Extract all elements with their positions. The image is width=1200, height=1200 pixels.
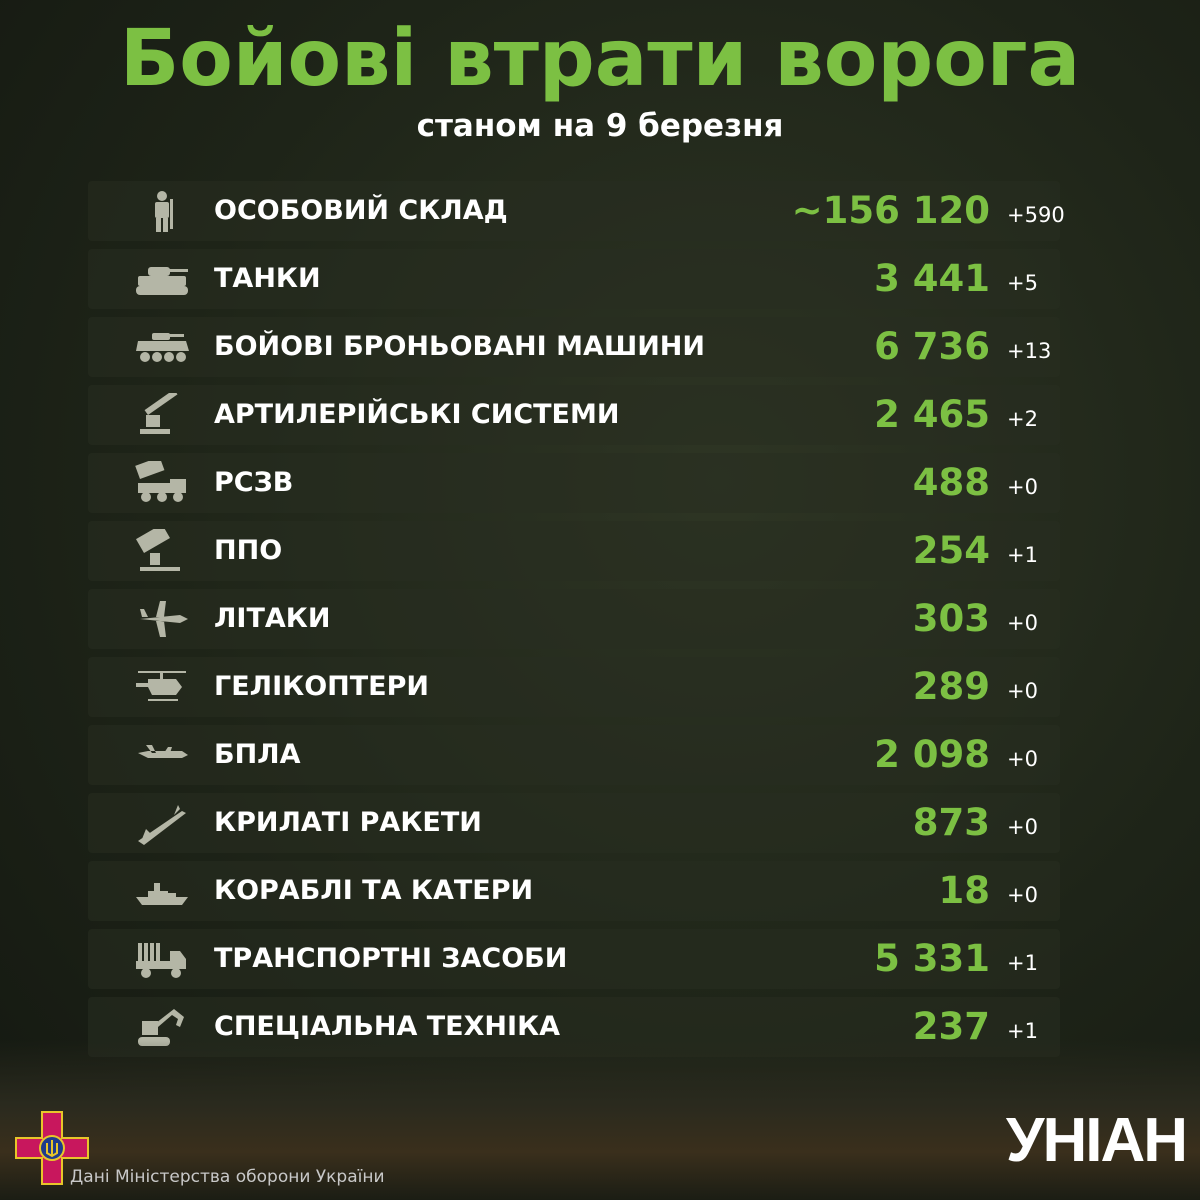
row-value: 254	[912, 529, 990, 572]
truck-icon	[134, 937, 190, 981]
row-value: 3 441	[874, 257, 990, 300]
losses-list: ОСОБОВИЙ СКЛАД ~156 120 +590 ТАНКИ 3 441 +5 БО…	[88, 181, 1065, 1065]
artillery-icon	[134, 389, 190, 437]
drone-icon	[134, 733, 190, 777]
loss-row: КОРАБЛІ ТА КАТЕРИ 18 +0	[88, 861, 1060, 921]
row-value: 2 465	[874, 393, 990, 436]
loss-row: КРИЛАТІ РАКЕТИ 873 +0	[88, 793, 1060, 853]
row-value: 289	[912, 665, 990, 708]
armored-vehicle-icon	[134, 325, 190, 369]
row-label: СПЕЦІАЛЬНА ТЕХНІКА	[214, 1011, 561, 1042]
mlrs-icon	[134, 456, 190, 505]
row-delta: +590	[1007, 203, 1065, 227]
source-note: Дані Міністерства оборони України	[70, 1167, 385, 1187]
loss-row: ТАНКИ 3 441 +5	[88, 249, 1060, 309]
row-value: 2 098	[874, 733, 990, 776]
row-label: БПЛА	[214, 739, 301, 770]
helicopter-icon	[134, 665, 190, 709]
row-label: ГЕЛІКОПТЕРИ	[214, 671, 429, 702]
soldier-icon	[134, 189, 190, 233]
ship-icon	[134, 869, 190, 913]
row-delta: +0	[1007, 747, 1038, 771]
row-value: 873	[912, 801, 990, 844]
row-delta: +1	[1007, 951, 1038, 975]
row-delta: +2	[1007, 407, 1038, 431]
unian-logo: УНІАН	[1005, 1106, 1188, 1175]
background-photo	[0, 1040, 1200, 1200]
row-label: КОРАБЛІ ТА КАТЕРИ	[214, 875, 534, 906]
row-label: ОСОБОВИЙ СКЛАД	[214, 195, 508, 226]
row-value: 5 331	[874, 937, 990, 980]
page-title: Бойові втрати ворога	[119, 14, 1081, 104]
row-value: 488	[912, 461, 990, 504]
row-delta: +0	[1007, 815, 1038, 839]
row-label: ТАНКИ	[214, 263, 321, 294]
row-delta: +0	[1007, 475, 1038, 499]
row-label: КРИЛАТІ РАКЕТИ	[214, 807, 482, 838]
row-label: АРТИЛЕРІЙСЬКІ СИСТЕМИ	[214, 399, 620, 430]
loss-row: БОЙОВІ БРОНЬОВАНІ МАШИНИ 6 736 +13	[88, 317, 1060, 377]
loss-row: АРТИЛЕРІЙСЬКІ СИСТЕМИ 2 465 +2	[88, 385, 1060, 445]
loss-row: РСЗВ 488 +0	[88, 453, 1060, 513]
row-label: РСЗВ	[214, 467, 294, 498]
loss-row: ТРАНСПОРТНІ ЗАСОБИ 5 331 +1	[88, 929, 1060, 989]
row-value: ~156 120	[791, 189, 990, 232]
row-label: БОЙОВІ БРОНЬОВАНІ МАШИНИ	[214, 331, 705, 362]
loss-row: ОСОБОВИЙ СКЛАД ~156 120 +590	[88, 181, 1065, 241]
loss-row: БПЛА 2 098 +0	[88, 725, 1060, 785]
loss-row: ГЕЛІКОПТЕРИ 289 +0	[88, 657, 1060, 717]
loss-row: ППО 254 +1	[88, 521, 1060, 581]
row-delta: +13	[1007, 339, 1052, 363]
loss-row: ЛІТАКИ 303 +0	[88, 589, 1060, 649]
row-delta: +5	[1007, 271, 1038, 295]
row-value: 6 736	[874, 325, 990, 368]
plane-icon	[134, 597, 190, 641]
air-defense-icon	[134, 524, 190, 573]
row-delta: +1	[1007, 543, 1038, 567]
row-delta: +0	[1007, 679, 1038, 703]
row-delta: +0	[1007, 611, 1038, 635]
missile-icon	[134, 801, 190, 845]
row-value: 303	[912, 597, 990, 640]
row-label: ТРАНСПОРТНІ ЗАСОБИ	[214, 943, 568, 974]
ministry-emblem-icon	[15, 1111, 89, 1185]
page-subtitle: станом на 9 березня	[416, 108, 784, 144]
row-delta: +1	[1007, 1019, 1038, 1043]
tank-icon	[134, 257, 190, 301]
row-label: ЛІТАКИ	[214, 603, 331, 634]
row-value: 18	[938, 869, 991, 912]
row-label: ППО	[214, 535, 283, 566]
row-delta: +0	[1007, 883, 1038, 907]
excavator-icon	[134, 1005, 190, 1049]
